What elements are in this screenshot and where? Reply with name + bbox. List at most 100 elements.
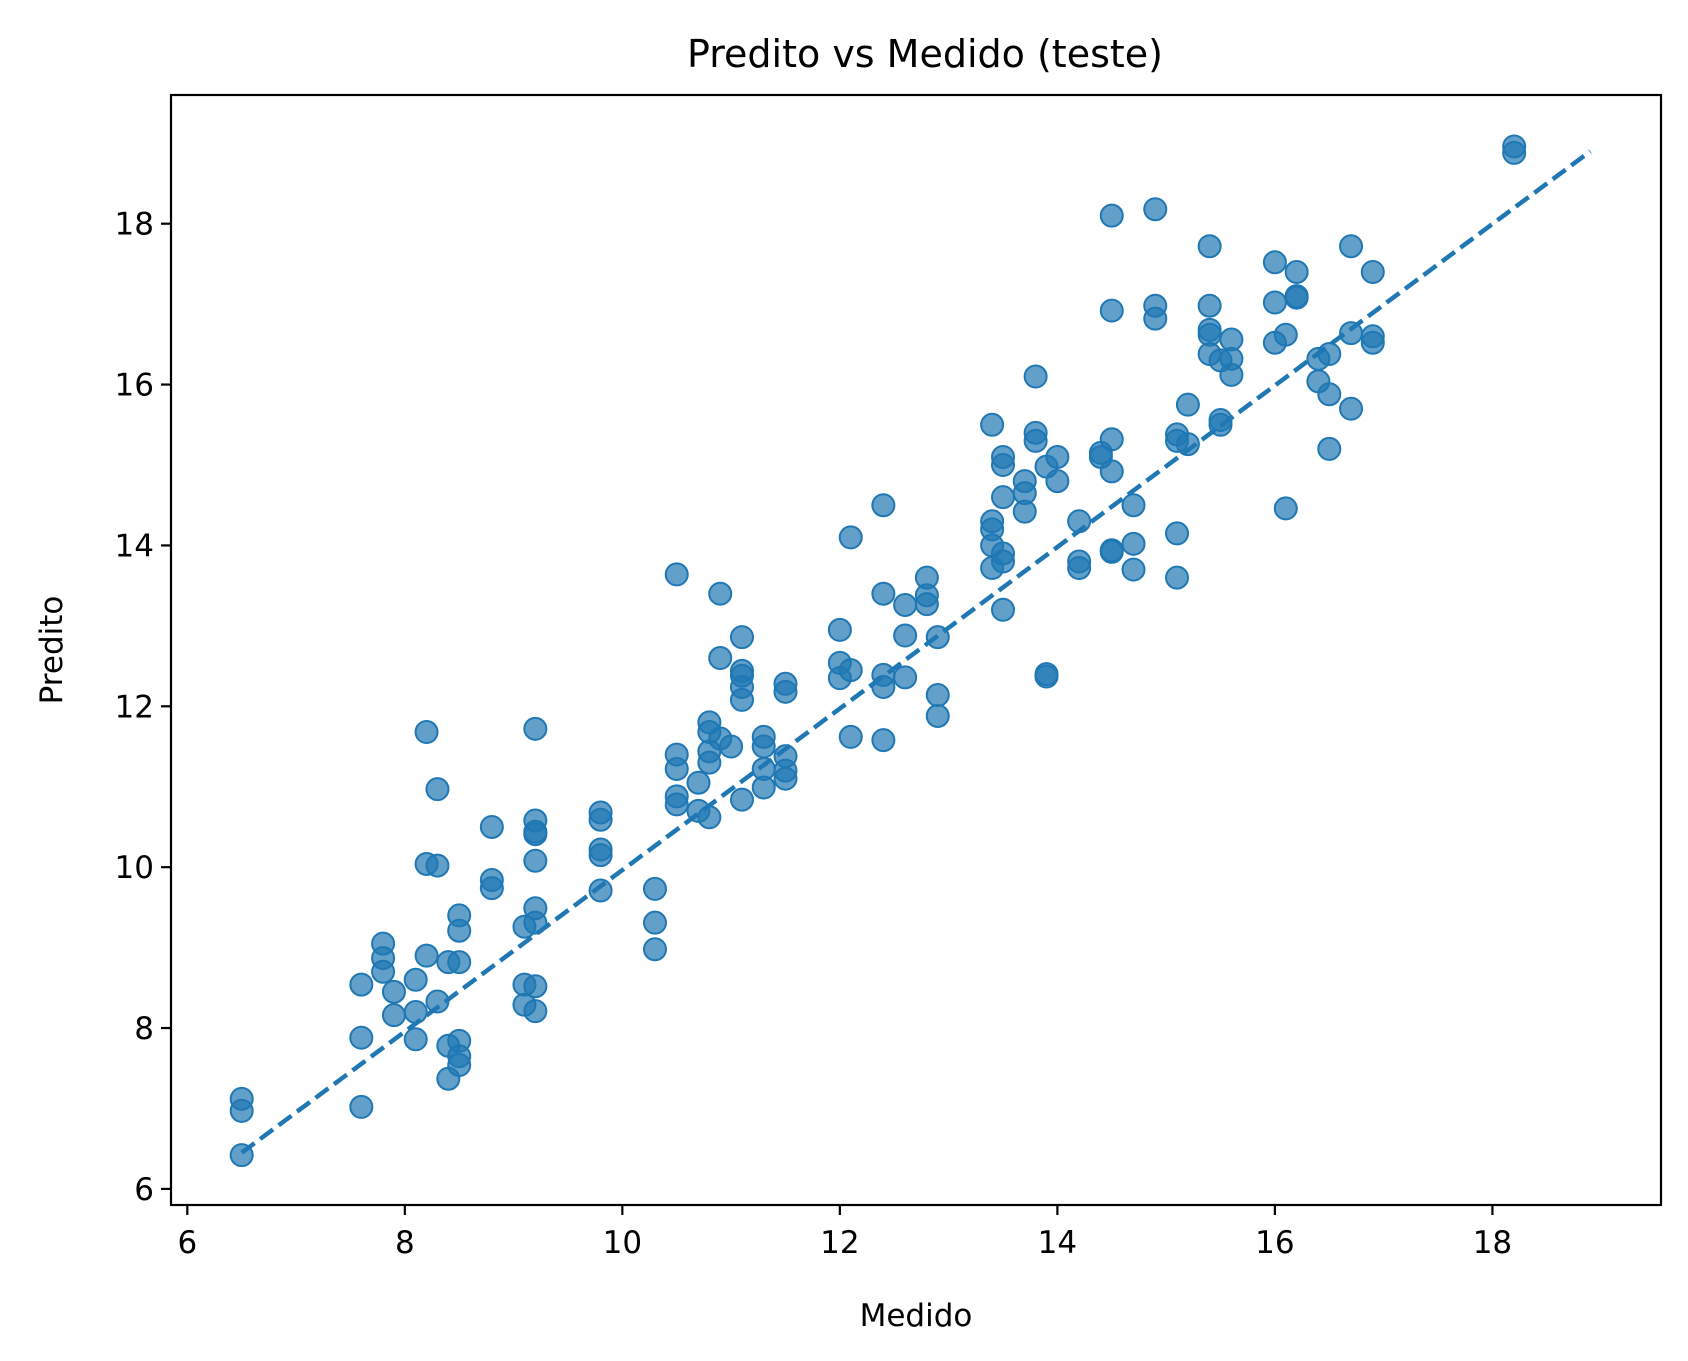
x-tick-label: 14 [1038,1225,1077,1261]
data-point [686,770,711,795]
data-point [1099,539,1124,564]
data-point [980,412,1005,437]
data-point [729,687,754,712]
data-point [1034,664,1059,689]
data-point [1045,444,1070,469]
data-point [664,562,689,587]
data-point [1099,298,1124,323]
x-tick-label: 6 [177,1225,197,1261]
data-point [697,750,722,775]
data-point [871,581,896,606]
data-point [1067,555,1092,580]
data-point [403,1027,428,1052]
x-axis-label: Medido [860,1298,973,1334]
data-point [838,658,863,683]
chart-title: Predito vs Medido (teste) [687,32,1163,76]
data-point [523,974,548,999]
data-point [893,623,918,648]
data-point [773,679,798,704]
data-point [1165,565,1190,590]
y-axis-label: Predito [34,596,70,705]
data-point [1284,259,1309,284]
data-point [914,592,939,617]
data-point [1012,499,1037,524]
data-point [1143,306,1168,331]
data-point [991,549,1016,574]
data-point [642,910,667,935]
data-point [1023,364,1048,389]
data-point [414,720,439,745]
data-point [925,703,950,728]
data-point [1219,362,1244,387]
data-point [523,999,548,1024]
data-point [371,959,396,984]
data-point [642,937,667,962]
y-tick-label: 14 [115,528,154,564]
y-tick-label: 12 [115,689,154,725]
y-tick-label: 18 [115,207,154,243]
data-point [1197,234,1222,259]
x-tick-label: 8 [395,1225,415,1261]
data-point [381,1003,406,1028]
data-point [1099,459,1124,484]
data-point [1175,392,1200,417]
data-point [719,734,744,759]
data-point [229,1098,254,1123]
data-point [871,728,896,753]
data-point [414,943,439,968]
x-axis: 6 8 10 12 14 16 18 [177,1205,1512,1261]
x-tick-label: 16 [1255,1225,1294,1261]
data-point [1099,203,1124,228]
data-point [871,493,896,518]
data-point [381,979,406,1004]
x-tick-label: 10 [603,1225,642,1261]
data-point [1121,493,1146,518]
data-point [751,775,776,800]
data-point [991,453,1016,477]
data-point [729,787,754,812]
data-point [1339,396,1364,421]
data-point [403,967,428,992]
data-point [1165,521,1190,546]
y-tick-label: 10 [115,850,154,886]
data-point [729,625,754,650]
data-point [893,592,918,617]
data-point [588,878,613,903]
data-point [425,777,450,802]
data-point [479,876,504,901]
data-point [1262,290,1287,315]
data-point [403,999,428,1024]
data-point [708,581,733,606]
data-point [1360,330,1385,355]
data-point [523,848,548,873]
data-point [479,814,504,839]
y-axis: 6 8 10 12 14 16 18 [115,207,171,1208]
data-point [1273,496,1298,521]
data-point [991,597,1016,622]
data-point [991,485,1016,510]
data-point [664,792,689,817]
data-point [588,843,613,868]
data-point [1262,250,1287,275]
data-point [1339,234,1364,259]
data-point [349,972,374,997]
data-point [1023,428,1048,453]
data-point [1317,382,1342,407]
data-point [827,617,852,642]
data-point [664,757,689,782]
data-point [447,1053,472,1078]
data-point [751,734,776,759]
data-point [523,822,548,847]
data-point [773,766,798,791]
data-point [1121,557,1146,582]
x-tick-label: 18 [1473,1225,1512,1261]
data-point [1175,432,1200,457]
data-point [1360,259,1385,284]
data-point [838,525,863,550]
data-point [349,1025,374,1050]
reference-line [240,149,1592,1155]
data-point [1317,342,1342,366]
data-point [1284,285,1309,310]
data-point [1273,322,1298,347]
